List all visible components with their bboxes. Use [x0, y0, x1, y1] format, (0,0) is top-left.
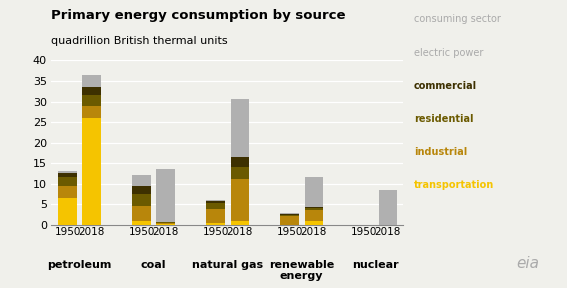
Bar: [58, 198, 77, 225]
Text: petroleum: petroleum: [48, 259, 112, 270]
Bar: [82, 106, 101, 118]
Bar: [379, 190, 397, 225]
Text: electric power: electric power: [414, 48, 483, 58]
Text: coal: coal: [141, 259, 167, 270]
Bar: [82, 87, 101, 95]
Bar: [58, 177, 77, 186]
Bar: [133, 194, 151, 206]
Bar: [156, 224, 175, 225]
Bar: [231, 221, 249, 225]
Bar: [206, 209, 225, 223]
Bar: [304, 210, 323, 221]
Bar: [156, 222, 175, 223]
Text: residential: residential: [414, 114, 473, 124]
Bar: [231, 167, 249, 179]
Bar: [281, 214, 299, 215]
Bar: [206, 203, 225, 209]
Text: renewable
energy: renewable energy: [269, 259, 335, 281]
Bar: [133, 175, 151, 186]
Text: eia: eia: [516, 256, 539, 271]
Bar: [82, 75, 101, 87]
Bar: [133, 221, 151, 225]
Bar: [304, 207, 323, 208]
Bar: [231, 99, 249, 157]
Text: Primary energy consumption by source: Primary energy consumption by source: [51, 9, 345, 22]
Bar: [82, 95, 101, 106]
Bar: [82, 118, 101, 225]
Bar: [58, 171, 77, 173]
Text: consuming sector: consuming sector: [414, 14, 501, 24]
Bar: [281, 215, 299, 216]
Bar: [304, 208, 323, 210]
Text: quadrillion British thermal units: quadrillion British thermal units: [51, 36, 228, 46]
Bar: [281, 216, 299, 225]
Bar: [133, 186, 151, 194]
Bar: [156, 223, 175, 224]
Bar: [133, 206, 151, 221]
Text: nuclear: nuclear: [353, 259, 399, 270]
Bar: [58, 186, 77, 198]
Text: natural gas: natural gas: [192, 259, 263, 270]
Bar: [206, 201, 225, 203]
Text: transportation: transportation: [414, 180, 494, 190]
Bar: [206, 223, 225, 225]
Text: commercial: commercial: [414, 81, 477, 91]
Bar: [206, 200, 225, 201]
Bar: [156, 169, 175, 222]
Bar: [231, 157, 249, 167]
Bar: [281, 213, 299, 214]
Bar: [58, 173, 77, 177]
Text: industrial: industrial: [414, 147, 467, 157]
Bar: [304, 177, 323, 207]
Bar: [231, 179, 249, 221]
Bar: [304, 221, 323, 225]
